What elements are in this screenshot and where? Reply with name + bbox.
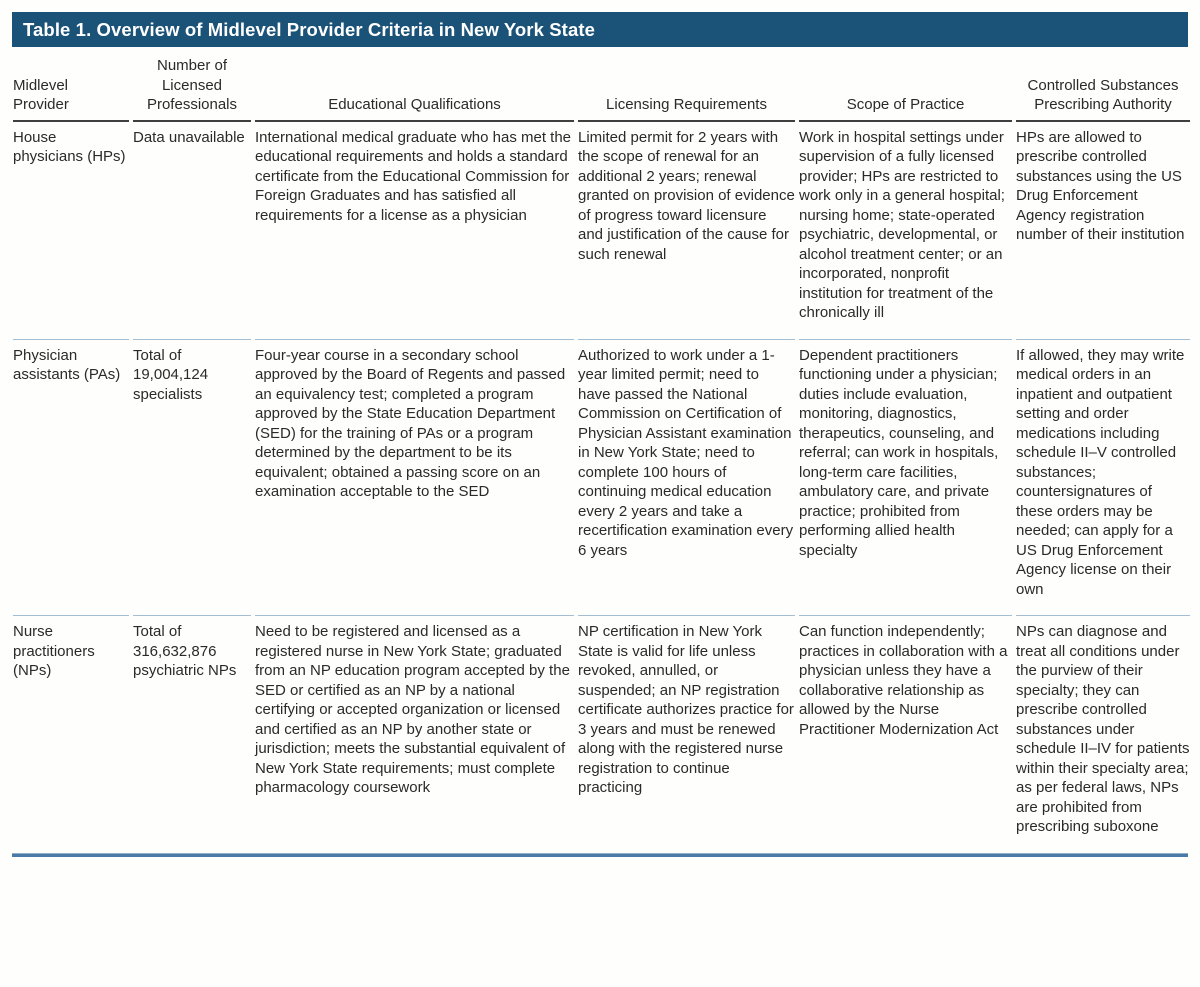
cell-number-licensed: Total of 19,004,124 specialists bbox=[133, 338, 251, 616]
midlevel-provider-table: Midlevel Provider Number of Licensed Pro… bbox=[9, 47, 1194, 853]
cell-number-licensed: Total of 316,632,876 psychiatric NPs bbox=[133, 615, 251, 853]
cell-controlled-substances: HPs are allowed to prescribe controlled … bbox=[1016, 128, 1185, 244]
page-title: Table 1. Overview of Midlevel Provider C… bbox=[23, 18, 595, 40]
cell-scope-of-practice: Can function independently; practices in… bbox=[799, 615, 1012, 853]
cell-provider: House physicians (HPs) bbox=[13, 128, 126, 166]
column-header-scope-of-practice: Scope of Practice bbox=[799, 47, 1012, 122]
table-header-row: Midlevel Provider Number of Licensed Pro… bbox=[13, 47, 1190, 122]
column-header-controlled-substances: Controlled Substances Prescribing Author… bbox=[1016, 47, 1190, 122]
cell-controlled-substances: If allowed, they may write medical order… bbox=[1016, 338, 1190, 616]
cell-licensing-requirements: Limited permit for 2 years with the scop… bbox=[578, 128, 795, 263]
column-header-licensing-requirements: Licensing Requirements bbox=[578, 47, 795, 122]
table-row-physician-assistants: Physician assistants (PAs) Total of 19,0… bbox=[13, 338, 1190, 616]
cell-scope-of-practice: Work in hospital settings under supervis… bbox=[799, 128, 1005, 322]
cell-scope-of-practice: Dependent practitioners functioning unde… bbox=[799, 338, 1012, 616]
cell-provider: Physician assistants (PAs) bbox=[13, 338, 129, 616]
cell-number-licensed: Data unavailable bbox=[133, 128, 245, 146]
column-header-midlevel-provider: Midlevel Provider bbox=[13, 47, 129, 122]
table-row-nurse-practitioners: Nurse practitioners (NPs) Total of 316,6… bbox=[13, 615, 1190, 853]
cell-licensing-requirements: Authorized to work under a 1-year limite… bbox=[578, 338, 795, 616]
column-header-educational-qualifications: Educational Qualifications bbox=[255, 47, 574, 122]
table-row-house-physicians: House physicians (HPs) Data unavailable … bbox=[13, 122, 1190, 339]
cell-provider: Nurse practitioners (NPs) bbox=[13, 615, 129, 853]
cell-controlled-substances: NPs can diagnose and treat all condition… bbox=[1016, 615, 1190, 853]
table-bottom-rule bbox=[12, 852, 1188, 857]
cell-licensing-requirements: NP certification in New York State is va… bbox=[578, 615, 795, 853]
cell-educational-qualifications: Four-year course in a secondary school a… bbox=[255, 338, 574, 616]
table-title-bar: Table 1. Overview of Midlevel Provider C… bbox=[12, 12, 1188, 47]
cell-educational-qualifications: Need to be registered and licensed as a … bbox=[255, 615, 574, 853]
column-header-number-licensed: Number of Licensed Professionals bbox=[133, 47, 251, 122]
cell-educational-qualifications: International medical graduate who has m… bbox=[255, 128, 572, 224]
